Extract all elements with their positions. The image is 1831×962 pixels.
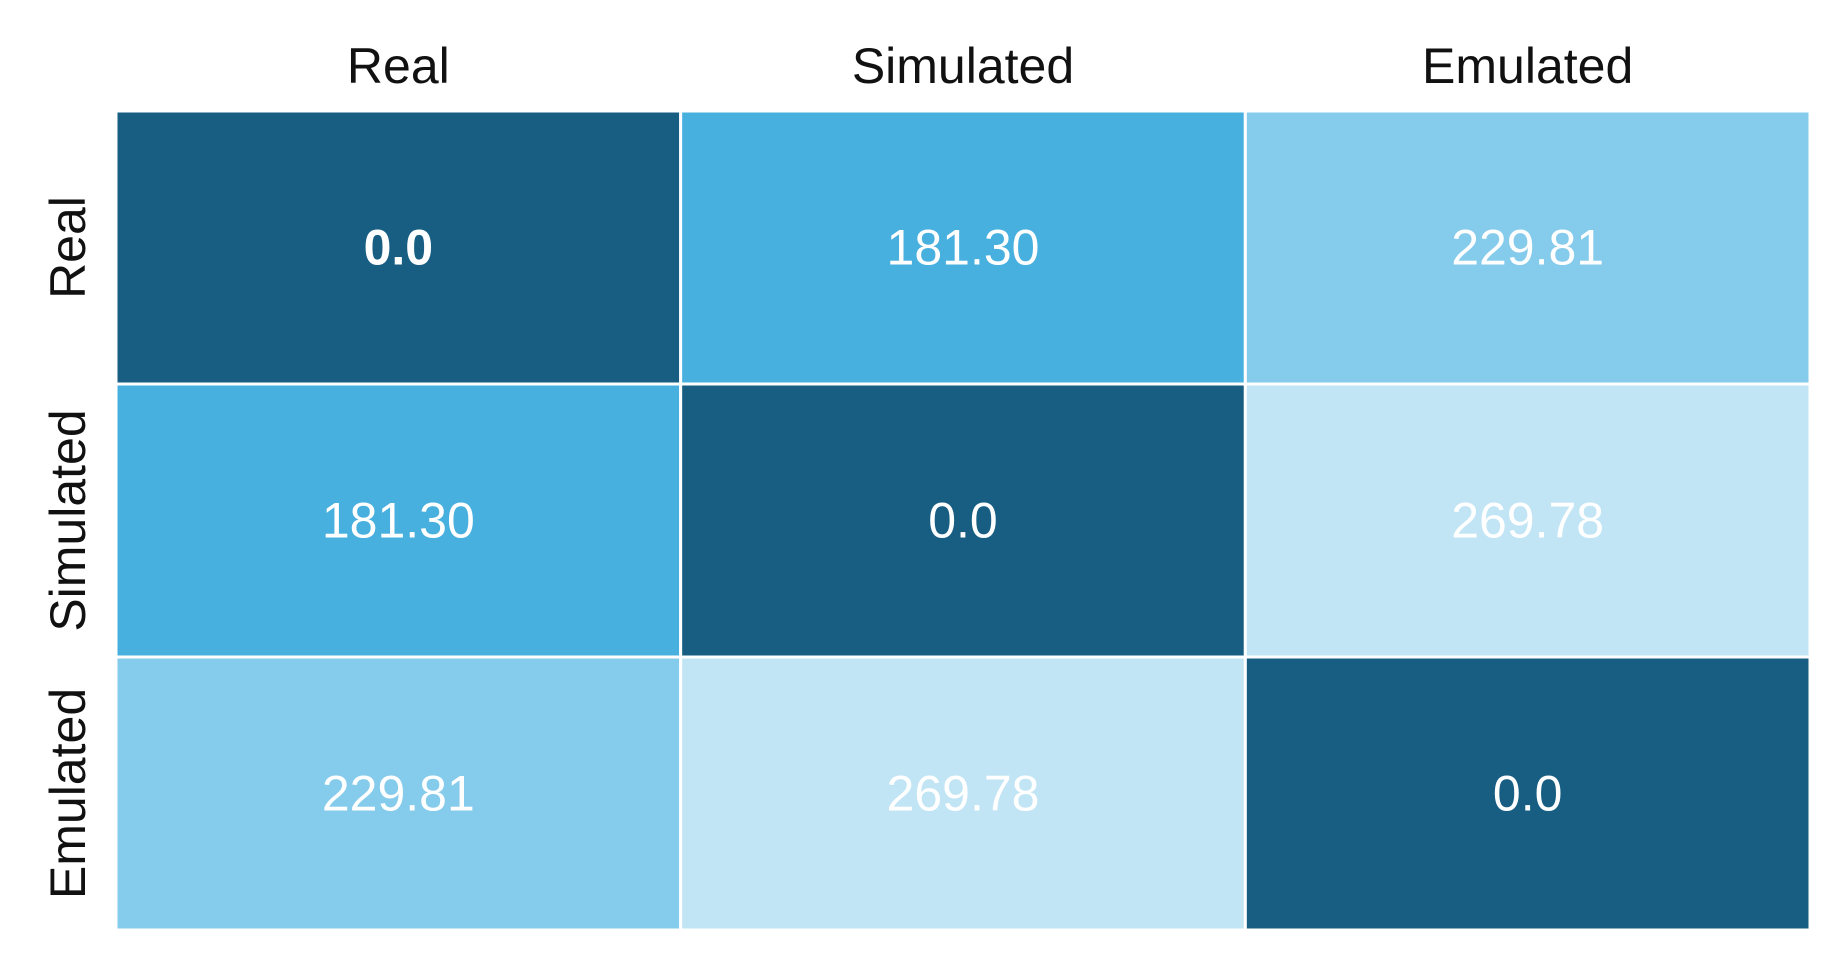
heatmap-cell-value-1-1: 0.0 — [928, 493, 998, 549]
heatmap-values: 0.0 181.30 229.81 181.30 0.0 269.78 229.81 269.… — [322, 220, 1604, 822]
x-tick-label-simulated: Simulated — [852, 38, 1074, 94]
heatmap-cell-value-2-1: 269.78 — [887, 766, 1040, 822]
heatmap-cell-2-2 — [1243, 655, 1812, 932]
heatmap-cell-value-1-0: 181.30 — [322, 493, 475, 549]
x-tick-label-real: Real — [347, 38, 450, 94]
heatmap-cell-value-0-1: 181.30 — [887, 220, 1040, 276]
heatmap-cell-1-2 — [1243, 382, 1812, 659]
y-axis-tick-labels: Real Simulated Emulated — [40, 196, 96, 899]
heatmap-cell-value-0-0: 0.0 — [364, 220, 434, 276]
heatmap-cell-0-1 — [679, 109, 1247, 386]
y-tick-label-emulated: Emulated — [40, 688, 96, 899]
y-tick-label-simulated: Simulated — [40, 409, 96, 631]
heatmap-cell-1-0 — [114, 382, 683, 659]
x-tick-label-emulated: Emulated — [1422, 38, 1633, 94]
heatmap-cell-value-2-2: 0.0 — [1493, 766, 1563, 822]
heatmap-cell-0-2 — [1243, 109, 1812, 386]
heatmap-cell-value-1-2: 269.78 — [1451, 493, 1604, 549]
x-axis-tick-labels: Real Simulated Emulated — [347, 38, 1633, 94]
y-tick-label-real: Real — [40, 196, 96, 299]
heatmap-cells — [114, 109, 1812, 932]
heatmap-cell-value-0-2: 229.81 — [1451, 220, 1604, 276]
heatmap-cell-2-1 — [679, 655, 1247, 932]
heatmap-cell-2-0 — [114, 655, 683, 932]
heatmap-cell-value-2-0: 229.81 — [322, 766, 475, 822]
heatmap-cell-1-1 — [679, 382, 1247, 659]
heatmap-cell-0-0 — [114, 109, 683, 386]
